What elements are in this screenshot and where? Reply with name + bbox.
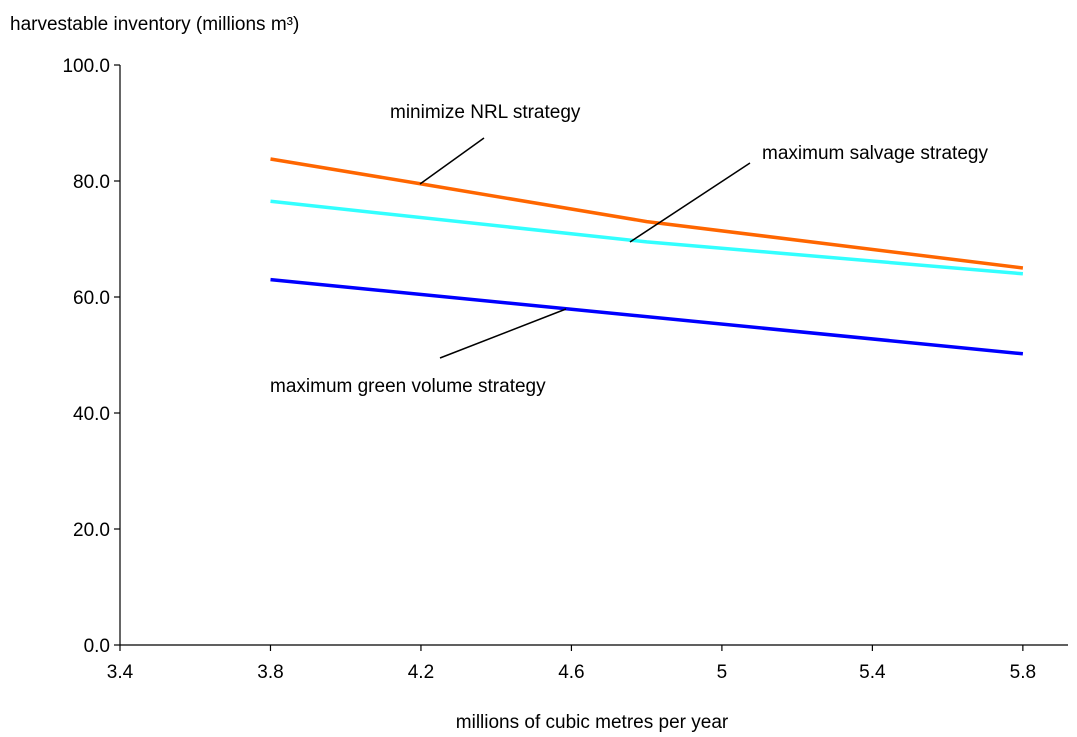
annotation-nrl: minimize NRL strategy	[390, 102, 581, 123]
x-tick-label: 3.4	[107, 662, 134, 683]
x-axis-label: millions of cubic metres per year	[456, 712, 729, 733]
series-line-salvage	[270, 199, 1024, 276]
x-tick-label: 5.4	[859, 662, 886, 683]
x-tick-label: 4.6	[558, 662, 584, 683]
y-tick-label: 80.0	[73, 172, 110, 193]
annotation-leader-green	[439, 308, 567, 359]
series-annotations: minimize NRL strategy maximum salvage st…	[270, 102, 988, 397]
y-tick-label: 20.0	[73, 520, 110, 541]
x-tick-label: 3.8	[257, 662, 283, 683]
y-tick-label: 100.0	[62, 56, 110, 77]
annotation-salvage: maximum salvage strategy	[762, 143, 988, 164]
series-line-nrl	[270, 157, 1024, 270]
y-tick-label: 0.0	[84, 636, 110, 657]
y-tick-label: 40.0	[73, 404, 110, 425]
x-tick-label: 5.8	[1010, 662, 1036, 683]
x-tick-label: 5	[717, 662, 728, 683]
series-line-green	[270, 277, 1024, 356]
annotation-leader-nrl	[419, 137, 485, 185]
x-tick-label: 4.2	[408, 662, 434, 683]
annotation-leader-salvage	[629, 162, 751, 243]
axes: 0.0 20.0 40.0 60.0 80.0 100.0 3.4 3.8 4.2 4.6 5 5.4…	[62, 56, 1068, 683]
series-lines	[270, 157, 1024, 356]
y-axis-label: harvestable inventory (millions m³)	[10, 14, 299, 35]
annotation-green: maximum green volume strategy	[270, 376, 546, 397]
y-tick-label: 60.0	[73, 288, 110, 309]
